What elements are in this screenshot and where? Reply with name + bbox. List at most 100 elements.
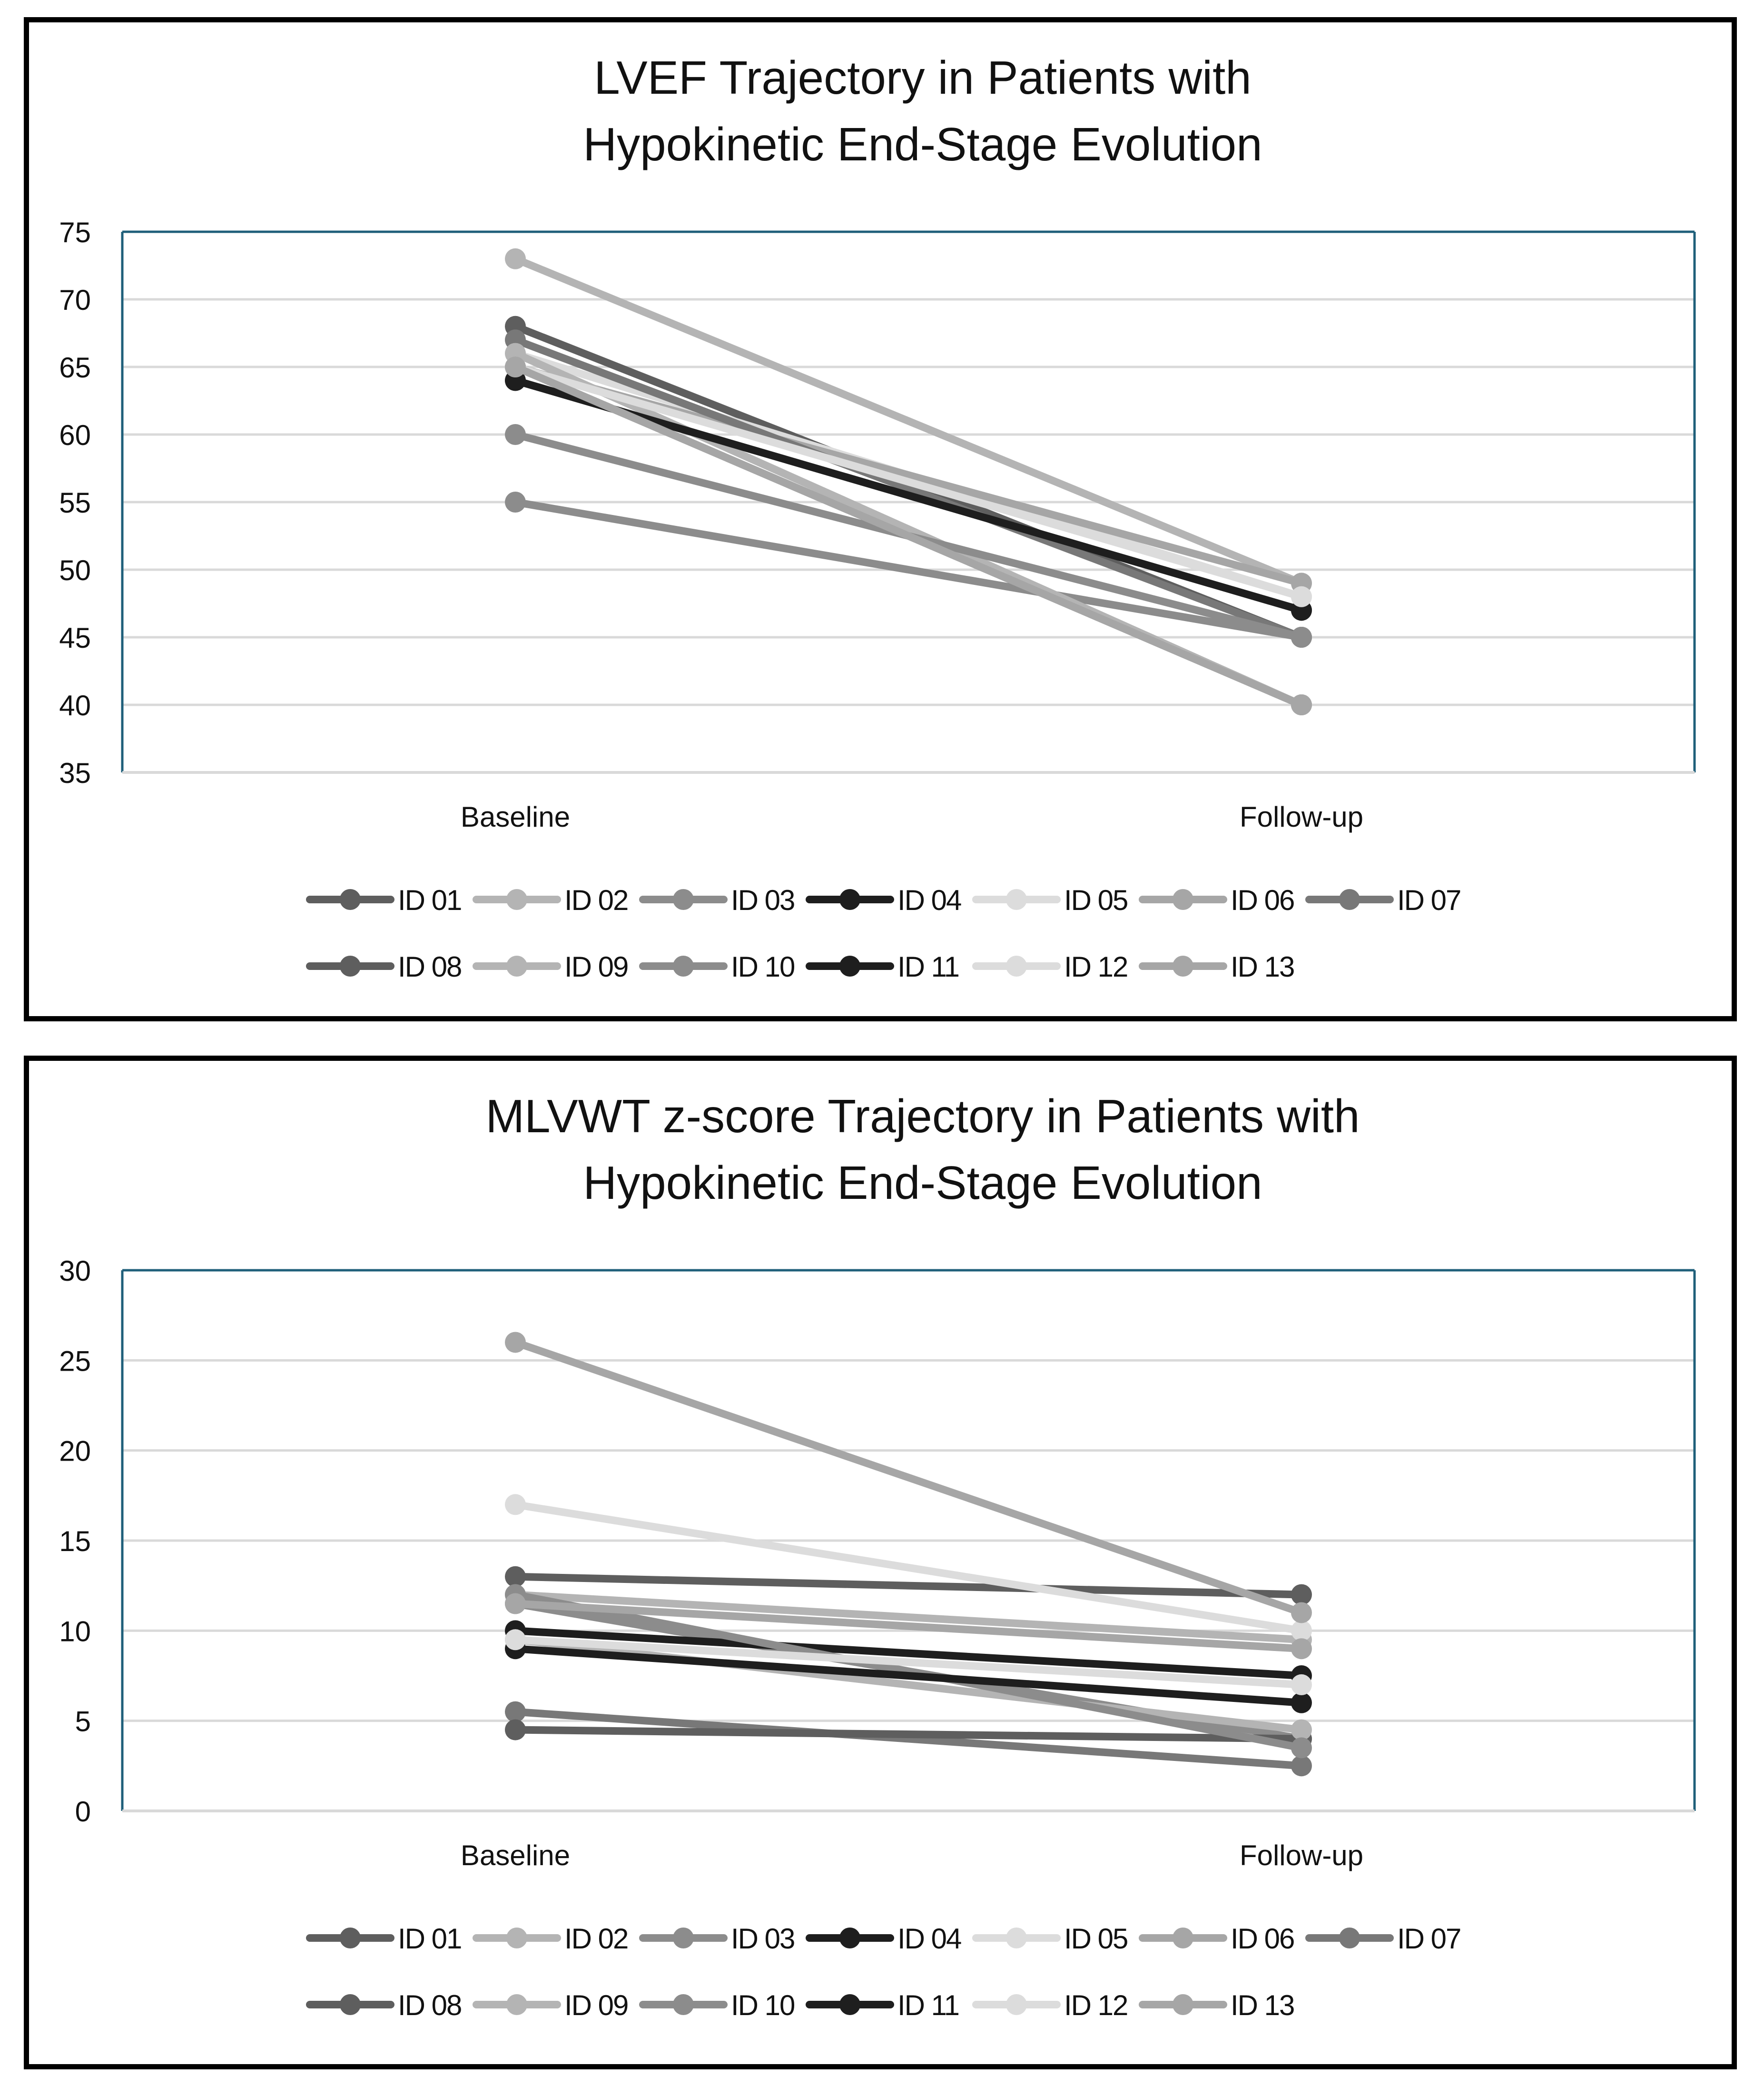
legend-item[interactable]: ID 01 bbox=[306, 884, 462, 916]
legend-label: ID 10 bbox=[731, 1989, 795, 2021]
data-point[interactable] bbox=[505, 1629, 526, 1651]
legend-swatch-marker bbox=[506, 889, 527, 910]
data-point[interactable] bbox=[505, 1719, 526, 1740]
data-point[interactable] bbox=[505, 1332, 526, 1353]
legend-item[interactable]: ID 03 bbox=[639, 1923, 795, 1955]
legend-swatch-marker bbox=[506, 1928, 527, 1948]
legend-item[interactable]: ID 13 bbox=[1139, 951, 1295, 983]
legend-item[interactable]: ID 10 bbox=[639, 1989, 796, 2021]
legend-item[interactable]: ID 05 bbox=[972, 884, 1128, 916]
series-line[interactable] bbox=[512, 1636, 1305, 1689]
data-point[interactable] bbox=[505, 1593, 526, 1614]
x-tick-label: Follow-up bbox=[1240, 1839, 1363, 1871]
series-line[interactable] bbox=[512, 1600, 1305, 1653]
legend-label: ID 08 bbox=[398, 1989, 461, 2021]
y-tick-label: 10 bbox=[59, 1615, 91, 1647]
legend-item[interactable]: ID 05 bbox=[972, 1923, 1128, 1955]
series-id-11[interactable] bbox=[505, 370, 1312, 621]
legend-label: ID 09 bbox=[564, 1989, 628, 2021]
series-line[interactable] bbox=[512, 1501, 1305, 1635]
series-id-07[interactable] bbox=[505, 1701, 1312, 1777]
data-point[interactable] bbox=[1291, 1755, 1312, 1777]
legend-item[interactable]: ID 09 bbox=[473, 1989, 629, 2021]
legend-item[interactable]: ID 03 bbox=[639, 884, 795, 916]
legend-item[interactable]: ID 09 bbox=[473, 951, 629, 983]
data-point[interactable] bbox=[1291, 586, 1312, 607]
series-line[interactable] bbox=[512, 255, 1305, 587]
data-point[interactable] bbox=[1291, 1692, 1312, 1713]
legend-item[interactable]: ID 12 bbox=[972, 1989, 1128, 2021]
legend-item[interactable]: ID 07 bbox=[1305, 884, 1461, 916]
legend-item[interactable]: ID 02 bbox=[473, 1923, 629, 1955]
legend-item[interactable]: ID 04 bbox=[806, 1923, 962, 1955]
series-line[interactable] bbox=[512, 1591, 1305, 1752]
legend-item[interactable]: ID 01 bbox=[306, 1923, 462, 1955]
legend-item[interactable]: ID 12 bbox=[972, 951, 1128, 983]
data-point[interactable] bbox=[505, 248, 526, 269]
legend-swatch-marker bbox=[340, 956, 361, 977]
legend-swatch-marker bbox=[1173, 889, 1193, 910]
legend-item[interactable]: ID 07 bbox=[1305, 1923, 1461, 1955]
series-id-13[interactable] bbox=[505, 356, 1312, 715]
y-tick-label: 40 bbox=[59, 690, 91, 722]
data-point[interactable] bbox=[1291, 694, 1312, 715]
series-line[interactable] bbox=[512, 363, 1305, 601]
legend-item[interactable]: ID 11 bbox=[806, 1989, 960, 2021]
series-line[interactable] bbox=[512, 1572, 1305, 1599]
legend-item[interactable]: ID 11 bbox=[806, 951, 960, 983]
legend-swatch-marker bbox=[506, 956, 527, 977]
legend-swatch-marker bbox=[839, 1928, 860, 1948]
data-point[interactable] bbox=[1291, 1719, 1312, 1740]
data-point[interactable] bbox=[505, 356, 526, 377]
series-line[interactable] bbox=[512, 1726, 1305, 1743]
series-line[interactable] bbox=[512, 336, 1305, 641]
legend-label: ID 11 bbox=[897, 951, 959, 983]
series-id-12[interactable] bbox=[505, 1629, 1312, 1695]
series-line[interactable] bbox=[512, 1708, 1305, 1770]
chart-title-line: MLVWT z-score Trajectory in Patients wit… bbox=[485, 1090, 1360, 1142]
series-line[interactable] bbox=[512, 1591, 1305, 1644]
series-line[interactable] bbox=[512, 1645, 1305, 1707]
y-tick-label: 60 bbox=[59, 419, 91, 451]
series-id-07[interactable] bbox=[505, 329, 1312, 648]
series-line[interactable] bbox=[512, 1627, 1305, 1680]
y-tick-label: 25 bbox=[59, 1345, 91, 1377]
data-point[interactable] bbox=[1291, 1584, 1312, 1605]
legend-item[interactable]: ID 02 bbox=[473, 884, 629, 916]
legend-item[interactable]: ID 04 bbox=[806, 884, 962, 916]
legend-item[interactable]: ID 13 bbox=[1139, 1989, 1295, 2021]
series-line[interactable] bbox=[512, 363, 1305, 709]
series-line[interactable] bbox=[512, 376, 1305, 614]
legend-item[interactable]: ID 08 bbox=[306, 951, 462, 983]
legend-label: ID 11 bbox=[897, 1989, 959, 2021]
legend-label: ID 10 bbox=[731, 951, 795, 983]
y-tick-label: 20 bbox=[59, 1435, 91, 1467]
data-point[interactable] bbox=[505, 1494, 526, 1515]
legend-label: ID 05 bbox=[1064, 1923, 1127, 1955]
data-point[interactable] bbox=[505, 1566, 526, 1587]
legend-item[interactable]: ID 10 bbox=[639, 951, 796, 983]
series-id-01[interactable] bbox=[505, 1566, 1312, 1605]
data-point[interactable] bbox=[1291, 1620, 1312, 1641]
data-point[interactable] bbox=[1291, 1602, 1312, 1623]
legend-item[interactable]: ID 06 bbox=[1139, 884, 1295, 916]
data-point[interactable] bbox=[1291, 1638, 1312, 1660]
legend-item[interactable]: ID 08 bbox=[306, 1989, 462, 2021]
series-line[interactable] bbox=[512, 498, 1305, 641]
series-id-06[interactable] bbox=[505, 356, 1312, 594]
legend-label: ID 04 bbox=[897, 884, 961, 916]
data-point[interactable] bbox=[1291, 1737, 1312, 1759]
data-point[interactable] bbox=[505, 492, 526, 513]
series-id-05[interactable] bbox=[505, 1494, 1312, 1641]
data-point[interactable] bbox=[1291, 1674, 1312, 1695]
series-line[interactable] bbox=[512, 1338, 1305, 1617]
series-id-06[interactable] bbox=[505, 1332, 1312, 1623]
series-id-13[interactable] bbox=[505, 1593, 1312, 1660]
data-point[interactable] bbox=[505, 1701, 526, 1722]
data-point[interactable] bbox=[505, 424, 526, 445]
legend-item[interactable]: ID 06 bbox=[1139, 1923, 1295, 1955]
data-point[interactable] bbox=[1291, 627, 1312, 648]
x-tick-label: Baseline bbox=[461, 1839, 570, 1871]
y-tick-label: 15 bbox=[59, 1525, 91, 1557]
chart-title-line: LVEF Trajectory in Patients with bbox=[594, 51, 1252, 104]
